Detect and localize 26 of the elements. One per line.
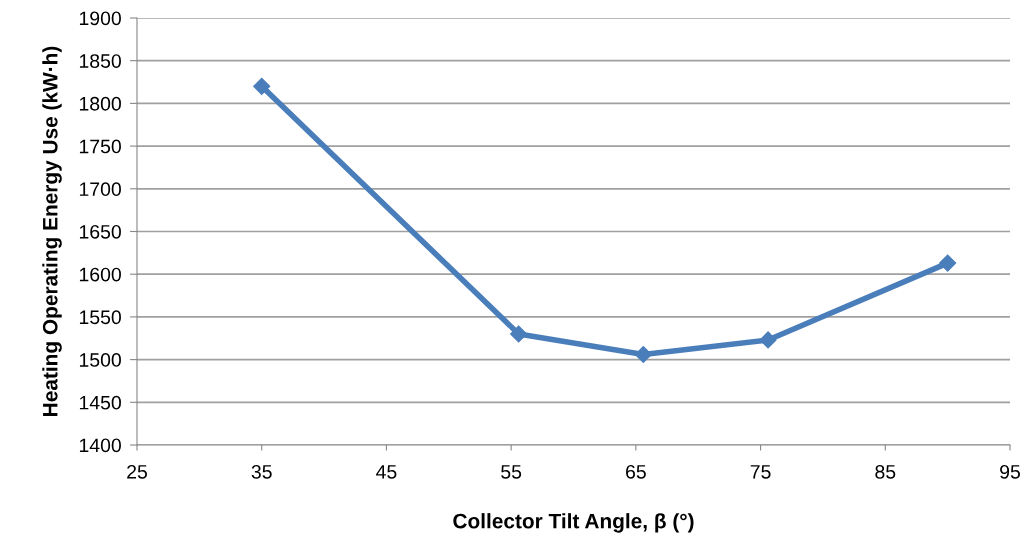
x-tick-label: 65 <box>626 464 646 479</box>
y-tick-label: 1450 <box>79 395 121 410</box>
y-tick-label: 1650 <box>79 224 121 239</box>
x-tick-label: 25 <box>127 464 147 479</box>
x-tick-label: 45 <box>376 465 397 479</box>
y-axis-title: Heating Operating Energy Use (kW·h) <box>42 46 62 416</box>
point <box>634 345 652 364</box>
y-tick-label: 1400 <box>79 438 121 453</box>
x-tick-label: 35 <box>251 464 272 479</box>
x-axis-title: Collector Tilt Angle, β (°) <box>453 513 694 533</box>
y-tick-label: 1800 <box>79 96 121 111</box>
x-tick-label: 55 <box>501 465 522 479</box>
y-tick-label: 1900 <box>79 11 121 26</box>
y-tick-label: 1850 <box>79 54 121 68</box>
point <box>253 77 271 95</box>
point <box>510 325 528 343</box>
point <box>939 254 957 272</box>
x-tick-label: 75 <box>750 465 771 479</box>
x-tick-label: 85 <box>875 464 896 479</box>
y-tick-label: 1600 <box>79 267 121 282</box>
y-tick-label: 1700 <box>79 182 121 197</box>
point <box>759 331 777 349</box>
x-tick-label: 95 <box>1000 464 1020 479</box>
y-tick-label: 1550 <box>79 310 121 325</box>
y-tick-label: 1750 <box>79 139 121 154</box>
y-tick-label: 1500 <box>79 353 121 367</box>
